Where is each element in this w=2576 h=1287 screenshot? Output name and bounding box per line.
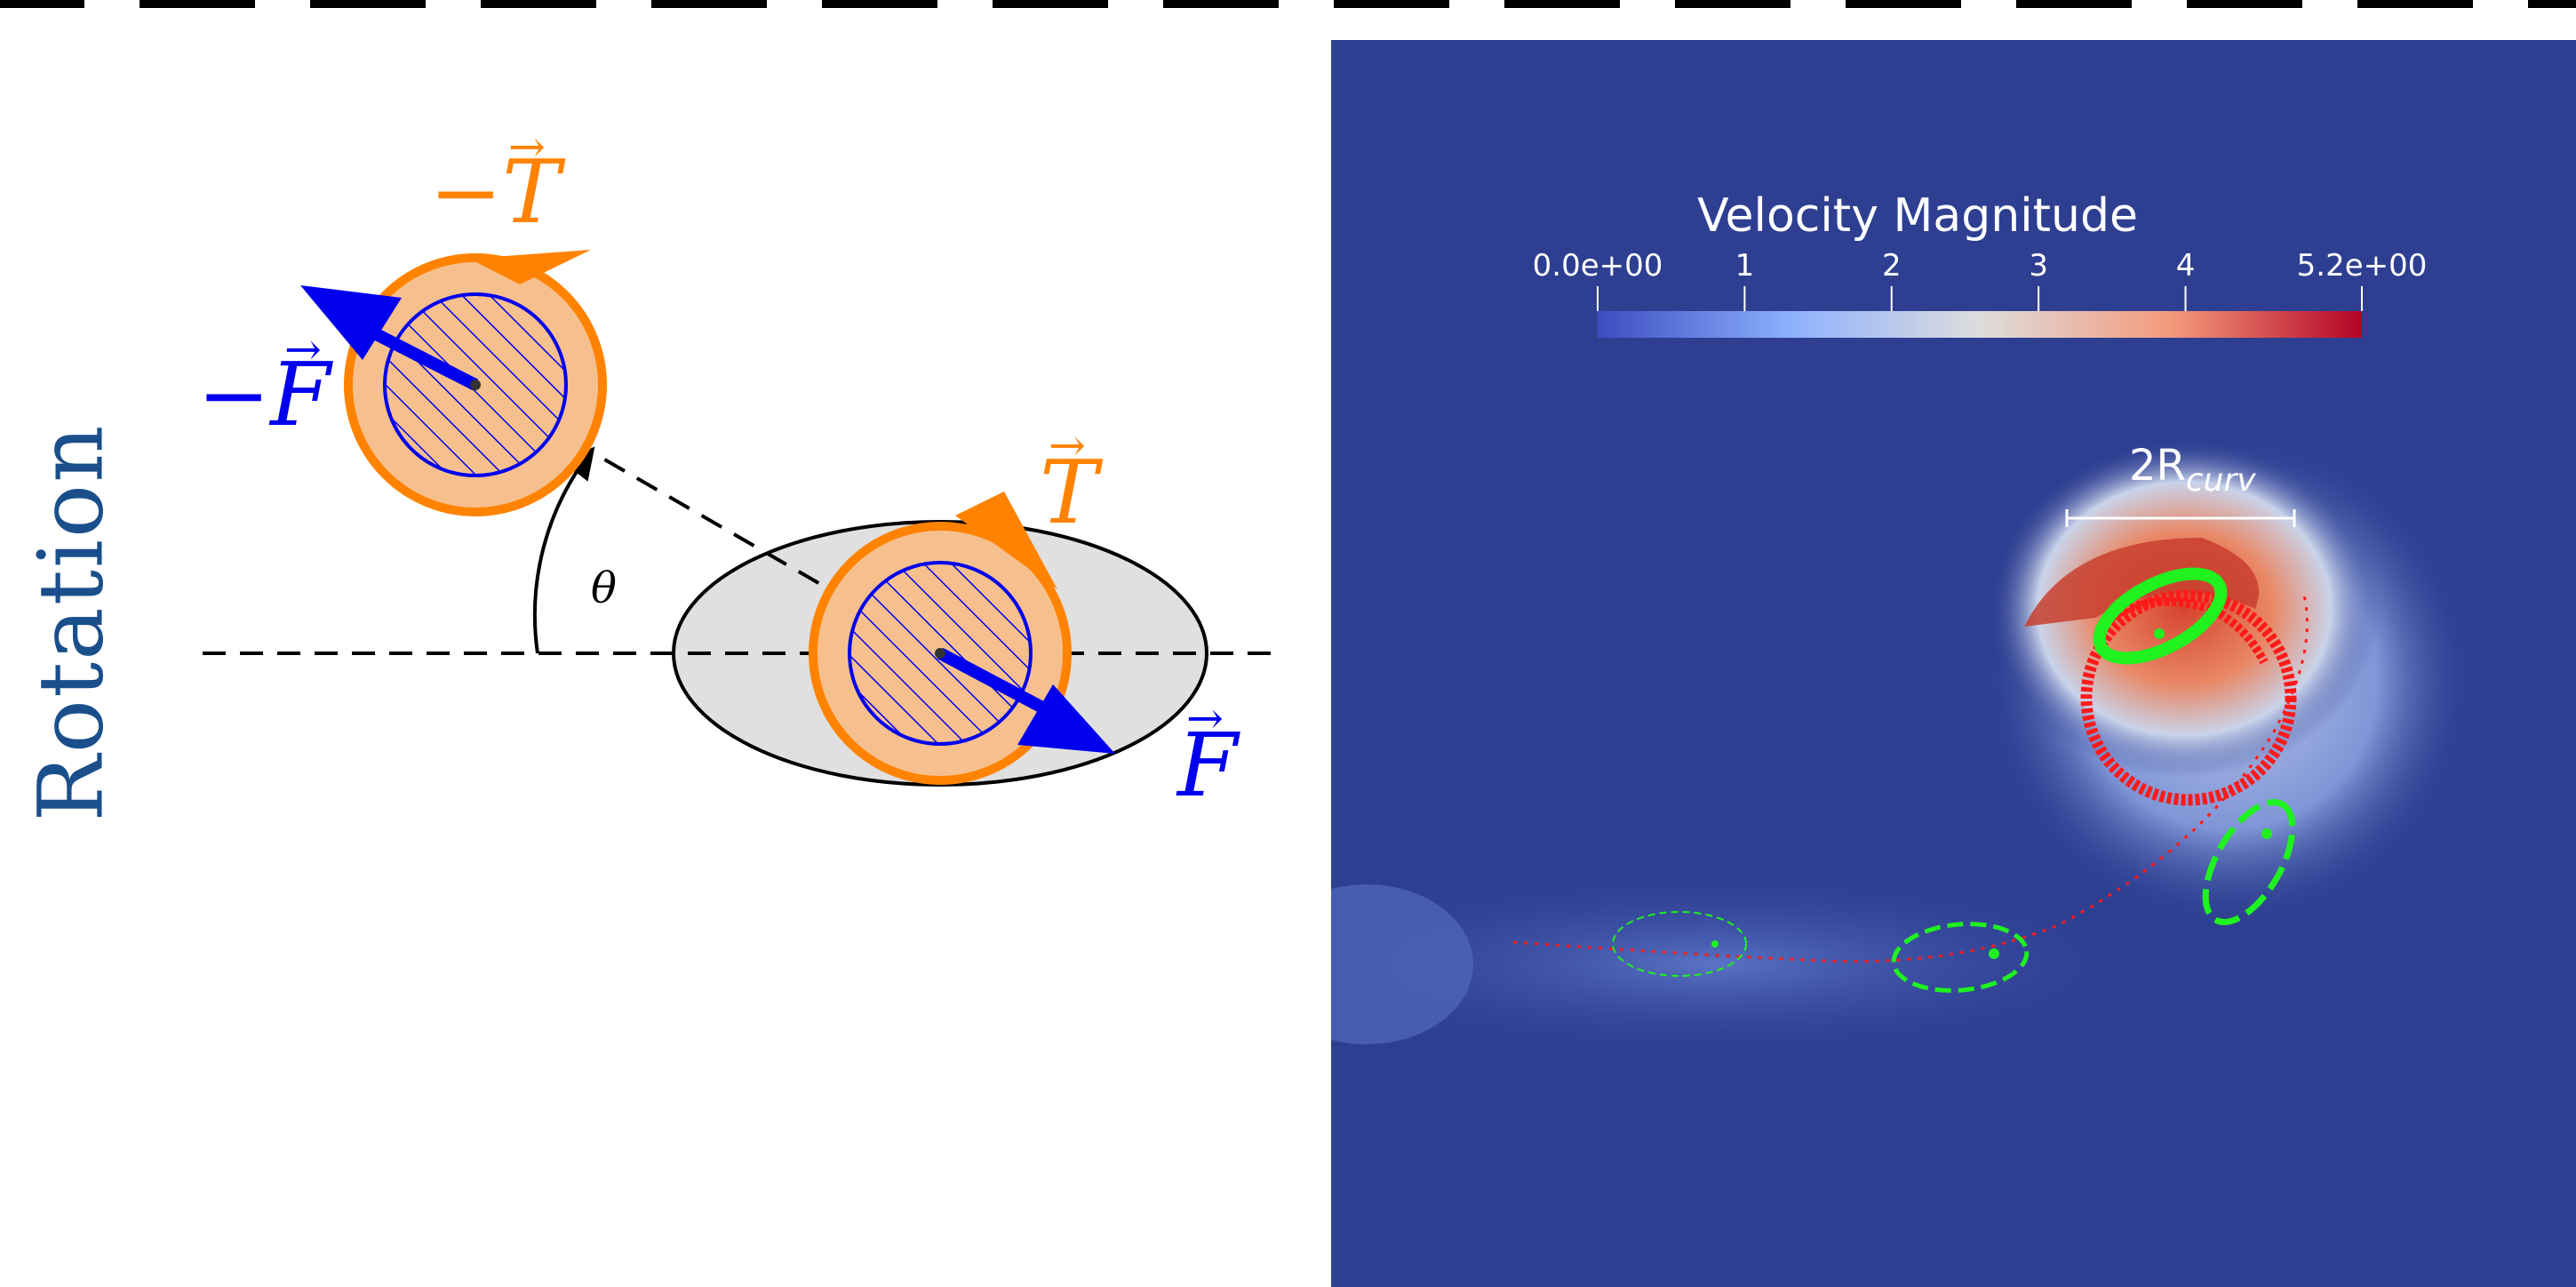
separator-dash [993, 0, 1108, 8]
separator-dash [0, 0, 84, 8]
scale-bar-label-subscript: curv [2186, 462, 2256, 499]
rotation-schematic: θ −T → [197, 121, 1284, 817]
separator-dash [481, 0, 596, 8]
lower-torque-arrowhead [955, 492, 1057, 589]
lower-particle [809, 492, 1115, 785]
colorbar-title: Velocity Magnitude [1697, 189, 2138, 243]
trajectory-orbit [2080, 589, 2297, 806]
scale-bar-label: 2R [2129, 441, 2186, 491]
force-label-group: F → [1176, 692, 1240, 817]
neg-force-label-group: −F → [197, 324, 333, 446]
force-vector-arrow: → [1186, 692, 1224, 744]
cell-outline-2 [1891, 922, 2030, 993]
angle-label: θ [591, 564, 617, 613]
torque-label-group: T → [1040, 420, 1104, 544]
lower-force-arrowhead [1017, 684, 1115, 754]
neg-torque-vector-arrow: → [508, 121, 546, 172]
colorbar-tick-label: 3 [2029, 248, 2048, 284]
separator-dash [1163, 0, 1279, 8]
separator-dash [1846, 0, 1961, 8]
neg-force-vector-arrow: → [284, 324, 322, 375]
scale-bar: 2Rcurv [2065, 441, 2296, 527]
angle-arc [532, 446, 595, 654]
simulation-panel: Velocity Magnitude 0.0e+00 1 2 3 4 5.2e+00 2R… [1331, 40, 2576, 1287]
separator-dash [2528, 0, 2576, 8]
cell-outline-current [2093, 567, 2228, 665]
high-velocity-crescent [2024, 538, 2259, 627]
separator-dash [2016, 0, 2132, 8]
torque-label: T [1040, 443, 1104, 544]
torque-vector-arrow: → [1049, 420, 1086, 471]
svg-text:2Rcurv: 2Rcurv [2129, 441, 2256, 499]
colorbar-tick-label: 1 [1735, 248, 1755, 284]
top-dashed-separator [0, 0, 2576, 11]
neg-torque-label-group: −T → [429, 121, 566, 244]
wake-region [1331, 867, 2175, 1062]
cell-outline-1 [1612, 911, 1747, 977]
colorbar-tick-label: 0.0e+00 [1533, 248, 1663, 284]
upper-particle [300, 250, 607, 516]
colorbar-tick-label: 5.2e+00 [2297, 248, 2428, 284]
upper-force-arrowhead [300, 285, 402, 360]
colorbar-tick-label: 2 [1882, 248, 1902, 284]
upper-torque-arrowhead [469, 250, 591, 284]
cell-outline-3 [2202, 799, 2296, 925]
trajectory-tail [1512, 595, 2309, 963]
separator-dash [1675, 0, 1790, 8]
separator-dash [822, 0, 937, 8]
force-label: F [1176, 715, 1240, 817]
wake-region-left [1331, 884, 1473, 1044]
colorbar-ticks: 0.0e+00 1 2 3 4 5.2e+00 [1533, 248, 2428, 311]
cell-outlines [1612, 567, 2296, 993]
separator-dash [1334, 0, 1449, 8]
neg-force-label: −F [197, 345, 333, 446]
colorbar-tick-label: 4 [2176, 248, 2196, 284]
separator-dash [2357, 0, 2473, 8]
separator-dash [1504, 0, 1620, 8]
separator-dash [651, 0, 767, 8]
separator-dash [2187, 0, 2302, 8]
high-velocity-region [1989, 440, 2380, 778]
colorbar [1598, 311, 2362, 338]
separator-dash [140, 0, 255, 8]
neg-torque-label: −T [429, 142, 566, 244]
separator-dash [310, 0, 426, 8]
